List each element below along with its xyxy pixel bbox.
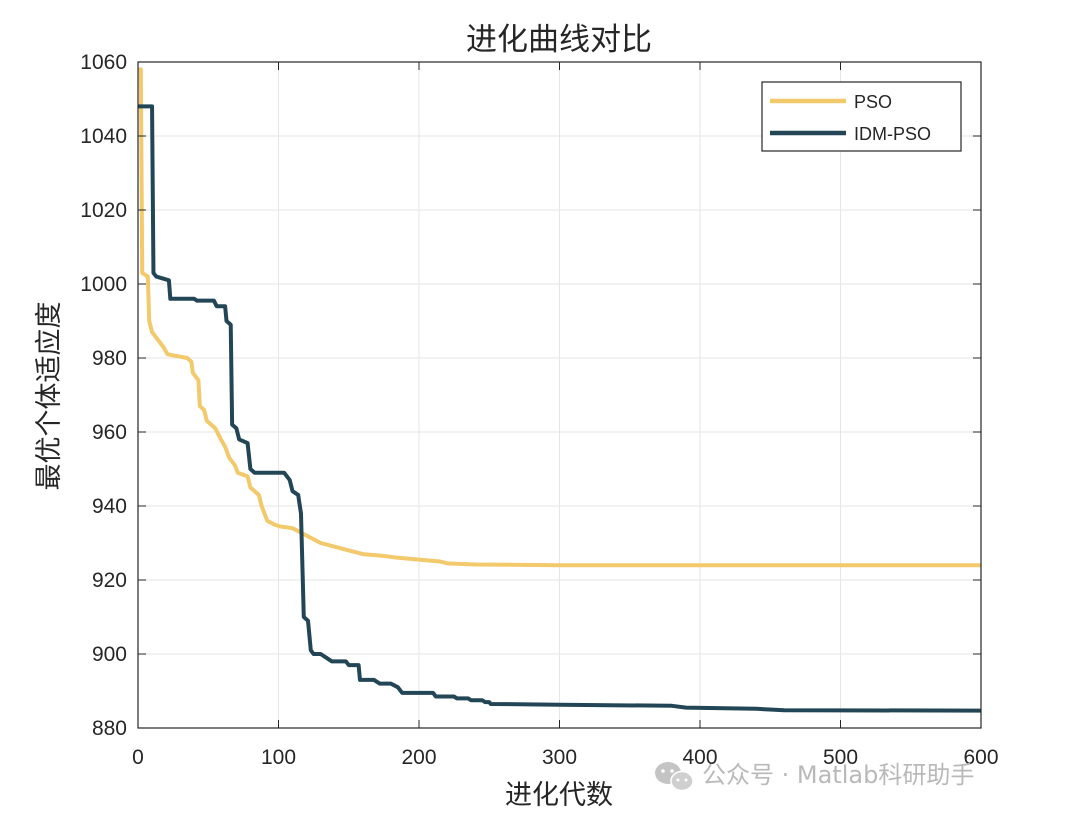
series-line-pso [138, 67, 981, 568]
x-tick-label: 100 [261, 746, 296, 769]
y-tick-label: 1000 [80, 273, 127, 296]
x-tick-label: 500 [823, 746, 858, 769]
wechat-icon [655, 762, 694, 792]
legend-label-pso: PSO [854, 92, 892, 112]
watermark-text: 公众号 · Matlab科研助手 [702, 761, 974, 789]
legend: PSO IDM-PSO [761, 81, 962, 152]
series-line-idm-pso [138, 104, 982, 713]
ticks: 0 100 200 300 400 500 600 880 900 920 940 960 980 100… [80, 51, 998, 769]
y-tick-label: 960 [92, 421, 127, 444]
x-tick-label: 0 [132, 746, 144, 769]
x-tick-label: 400 [682, 746, 717, 769]
series-layer [138, 67, 982, 713]
y-tick-label: 1040 [80, 125, 127, 148]
watermark: 公众号 · Matlab科研助手 [655, 761, 974, 792]
y-tick-label: 900 [92, 643, 127, 666]
x-axis-label: 进化代数 [505, 780, 613, 811]
x-tick-label: 200 [401, 746, 436, 769]
grid [138, 62, 981, 728]
y-tick-label: 1060 [80, 51, 127, 74]
y-axis-label: 最优个体适应度 [34, 302, 65, 491]
y-tick-label: 880 [92, 717, 127, 740]
y-tick-label: 920 [92, 569, 127, 592]
y-tick-label: 980 [92, 347, 127, 370]
x-tick-label: 600 [963, 746, 998, 769]
chart-title: 进化曲线对比 [466, 22, 652, 58]
y-tick-label: 1020 [80, 199, 127, 222]
legend-label-idm-pso: IDM-PSO [854, 124, 931, 144]
legend-box [761, 81, 962, 152]
y-tick-label: 940 [92, 495, 127, 518]
x-tick-label: 300 [542, 746, 577, 769]
